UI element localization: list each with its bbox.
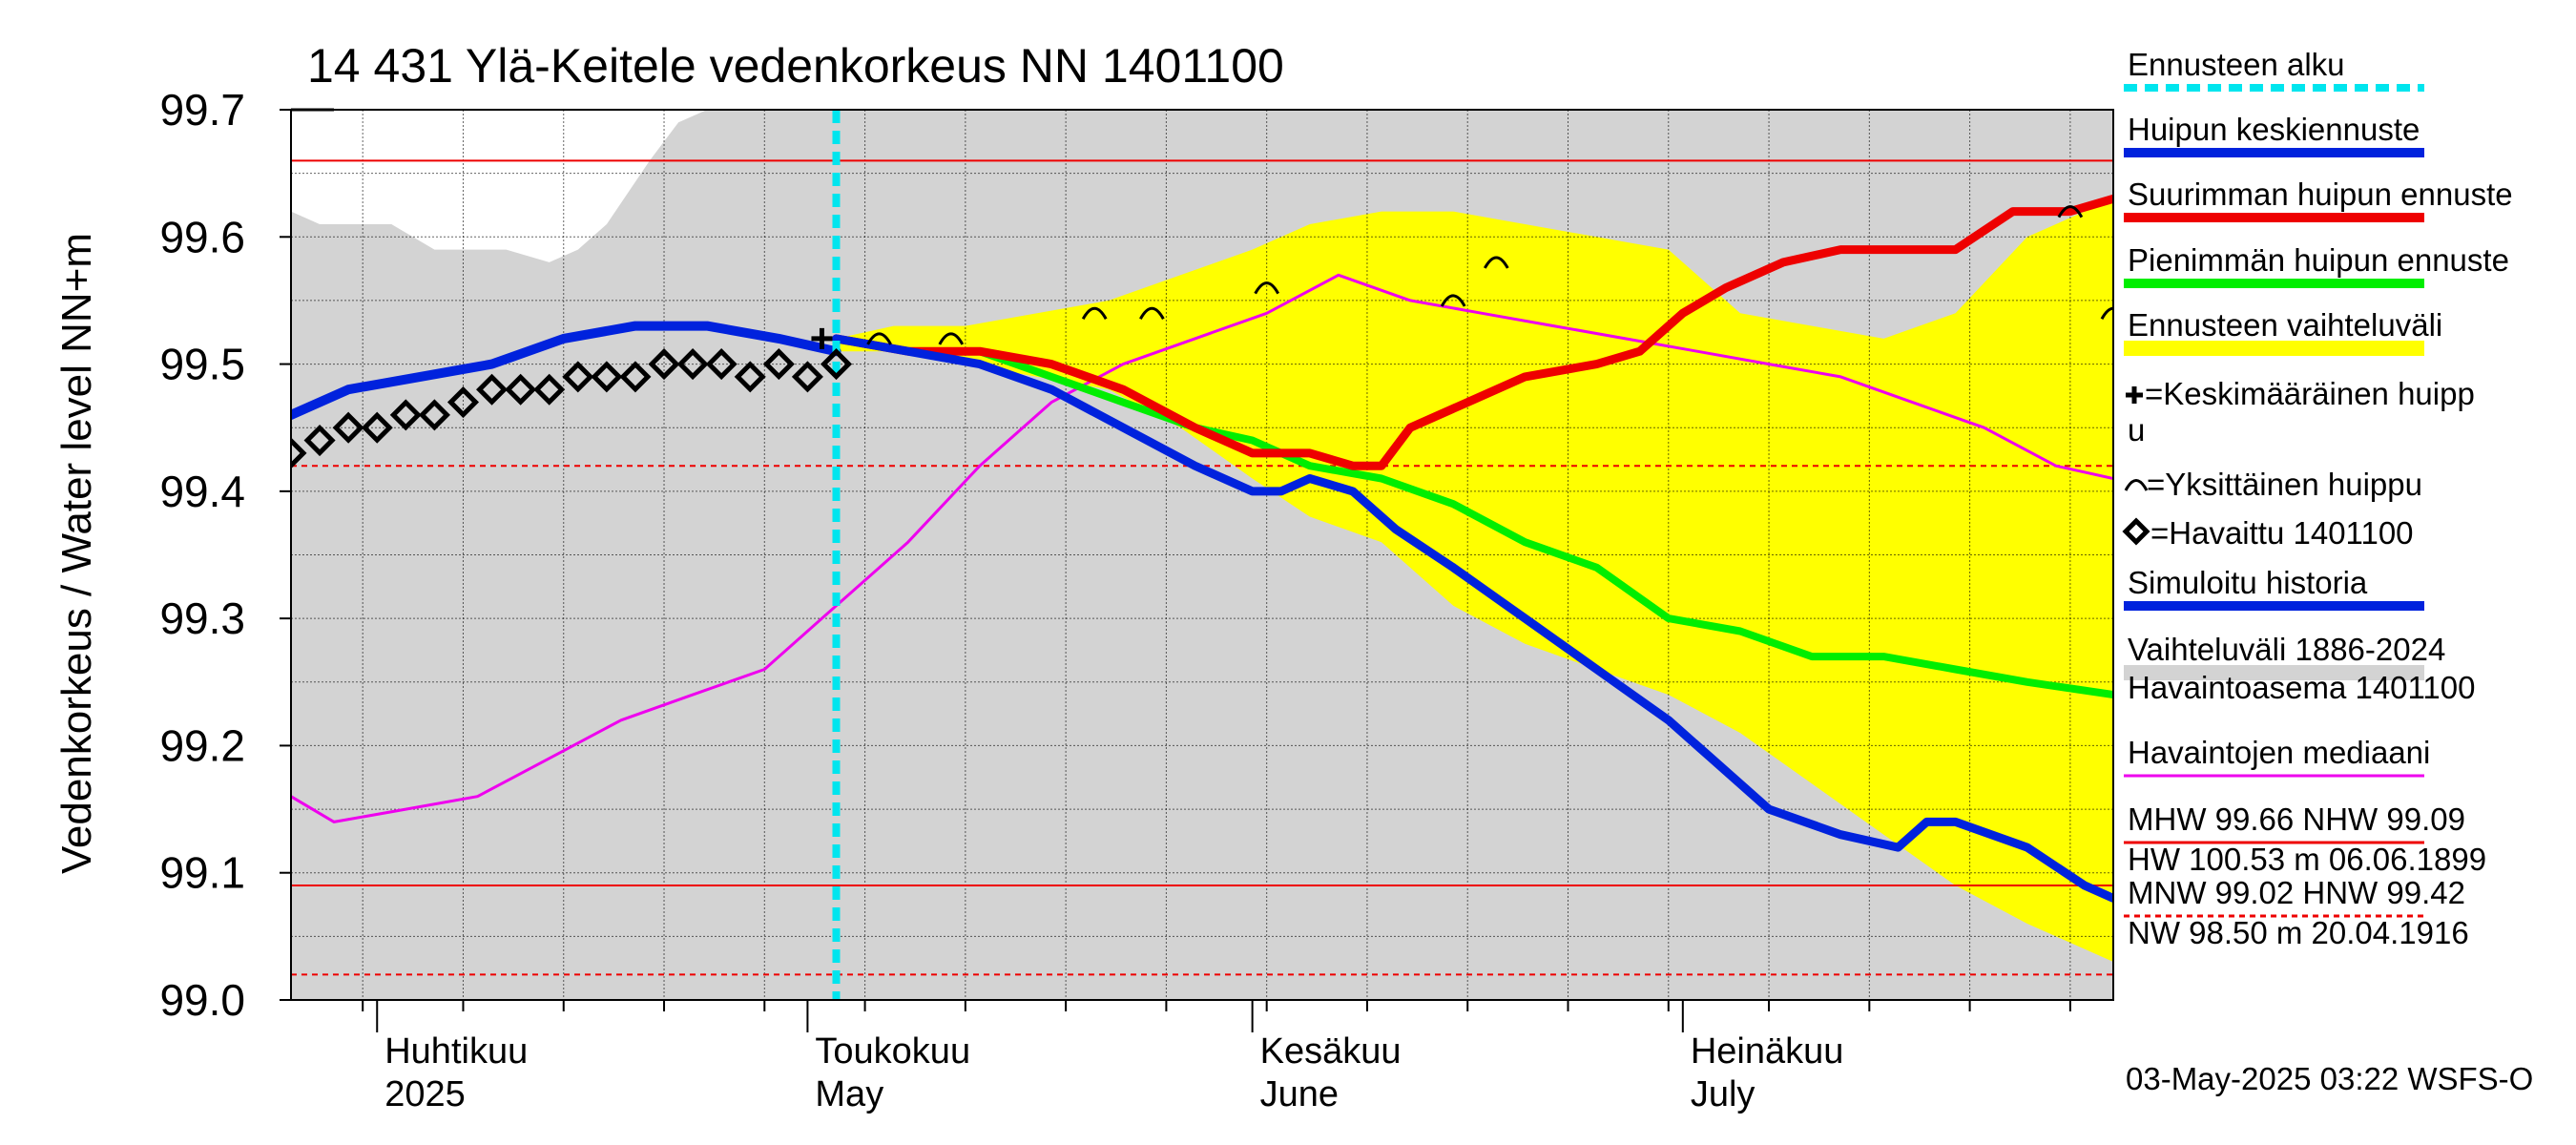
individual-peak-marker [938, 332, 965, 345]
individual-peak-marker [2100, 306, 2113, 321]
observed-point [476, 373, 509, 406]
legend-ennusteen-vaihteluv-li-swatch [2124, 341, 2424, 356]
observed-point [533, 373, 566, 406]
observed-point [762, 348, 795, 381]
series-line-simuloitu-historia [291, 321, 841, 420]
legend-pienimm-n-huipun-ennuste-label: Pienimmän huipun ennuste [2128, 242, 2509, 278]
legend-havaintojen-mediaani-label: Havaintojen mediaani [2128, 735, 2430, 770]
observed-point [676, 348, 709, 381]
legend-vaihteluv-li-1886-2024-label: Vaihteluväli 1886-2024 [2128, 632, 2445, 667]
legend-havaittu-1401100-label: =Havaittu 1401100 [2150, 515, 2414, 551]
series-line-havaintojen-mediaani [291, 273, 2113, 823]
legend-mnw-99-02-hnw-99-42-label: MNW 99.02 HNW 99.42 [2128, 875, 2465, 910]
timestamp: 03-May-2025 03:22 WSFS-O [2126, 1061, 2533, 1096]
observed-point [591, 361, 623, 393]
y-tick-label: 99.7 [159, 85, 245, 135]
legend-simuloitu-historia-label: Simuloitu historia [2128, 565, 2368, 600]
legend-keskim-r-inen-huipp-label: =Keskimääräinen huipp [2145, 376, 2475, 411]
observed-point [447, 386, 480, 419]
legend-ennusteen-vaihteluv-li-label: Ennusteen vaihteluväli [2128, 307, 2442, 343]
x-month-label: Kesäkuu [1260, 1031, 1402, 1072]
y-tick-label: 99.2 [159, 720, 245, 770]
legend-mnw-99-02-hnw-99-42-label-2: NW 98.50 m 20.04.1916 [2128, 915, 2469, 950]
x-month-sublabel: 2025 [384, 1074, 466, 1114]
legend-mhw-99-66-nhw-99-09-label: MHW 99.66 NHW 99.09 [2128, 802, 2465, 837]
individual-peak-marker [1081, 306, 1108, 321]
series-line-suurimman-huipun-ennuste [832, 194, 2113, 470]
y-tick-label: 99.6 [159, 212, 245, 261]
mean-peak-marker [811, 327, 833, 349]
observed-point [505, 373, 537, 406]
observed-point [303, 425, 336, 457]
individual-peak-marker [1483, 256, 1509, 269]
observed-point [332, 411, 364, 444]
observed-point [291, 437, 307, 469]
series-line-huipun-keskiennuste [832, 334, 2113, 903]
y-tick-label: 99.0 [159, 975, 245, 1025]
legend-vaihteluv-li-1886-2024-swatch [2124, 665, 2424, 680]
legend-suurimman-huipun-ennuste-label: Suurimman huipun ennuste [2128, 177, 2513, 212]
individual-peak-marker [1139, 306, 1165, 321]
observed-point [705, 348, 737, 381]
y-tick-label: 99.5 [159, 340, 245, 389]
x-month-sublabel: June [1260, 1074, 1339, 1114]
legend-mhw-99-66-nhw-99-09-label-2: HW 100.53 m 06.06.1899 [2128, 842, 2486, 877]
observed-point [389, 399, 422, 431]
series-line-pienimm-n-huipun-ennuste [832, 334, 2113, 699]
x-month-label: Huhtikuu [384, 1031, 528, 1072]
observed-point [619, 361, 652, 393]
individual-peak-marker [2057, 205, 2084, 219]
y-tick-label: 99.3 [159, 593, 245, 643]
individual-peak-marker [1440, 294, 1466, 307]
legend-huipun-keskiennuste-label: Huipun keskiennuste [2128, 112, 2420, 147]
x-month-sublabel: May [815, 1074, 883, 1114]
legend-havaittu-1401100-swatch [2122, 517, 2150, 546]
chart-title: 14 431 Ylä-Keitele vedenkorkeus NN 14011… [307, 39, 1284, 93]
observed-point [648, 348, 680, 381]
individual-peak-marker [866, 332, 892, 345]
legend-keskim-r-inen-huipp-swatch [2126, 386, 2143, 404]
individual-peak-marker [1254, 281, 1279, 295]
legend-yksitt-inen-huippu-label: =Yksittäinen huippu [2147, 467, 2422, 502]
legend-keskim-r-inen-huipp-label-2: u [2128, 412, 2145, 448]
legend-vaihteluv-li-1886-2024-label-2: Havaintoasema 1401100 [2128, 670, 2475, 705]
observed-point [361, 411, 393, 444]
y-tick-label: 99.4 [159, 467, 245, 516]
observed-point [791, 361, 823, 393]
x-month-label: Heinäkuu [1691, 1031, 1844, 1072]
legend-yksitt-inen-huippu-swatch [2124, 479, 2149, 491]
observed-point [418, 399, 450, 431]
legend-ennusteen-alku-label: Ennusteen alku [2128, 47, 2345, 82]
x-month-label: Toukokuu [815, 1031, 970, 1072]
observed-point [820, 348, 853, 381]
y-axis-label: Vedenkorkeus / Water level NN+m [53, 233, 100, 874]
observed-point [734, 361, 766, 393]
observed-point [562, 361, 594, 393]
y-tick-label: 99.1 [159, 848, 245, 898]
plot-frame [290, 109, 2114, 1001]
x-month-sublabel: July [1691, 1074, 1755, 1114]
